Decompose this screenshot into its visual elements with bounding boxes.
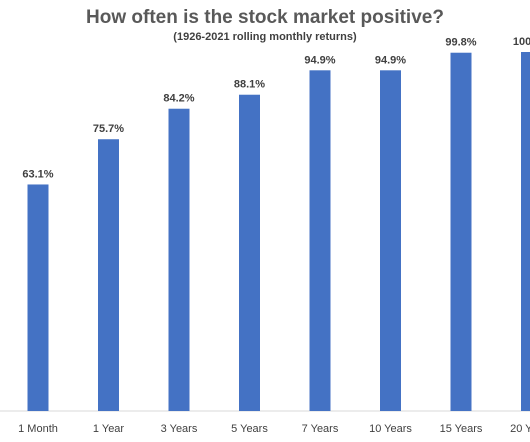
bar-1-year	[98, 139, 119, 411]
data-label: 75.7%	[93, 123, 124, 135]
bar-15-years	[450, 52, 472, 412]
data-label: 84.2%	[163, 93, 194, 105]
data-label: 94.9%	[375, 54, 406, 66]
x-tick-label: 3 Years	[161, 423, 198, 435]
data-label: 99.8%	[445, 37, 476, 49]
x-tick-label: 1 Year	[93, 423, 125, 435]
bar-7-years	[309, 70, 331, 412]
data-label: 100.0%	[513, 36, 530, 48]
bar-20-years	[521, 52, 530, 411]
data-label: 63.1%	[22, 168, 53, 180]
data-label: 88.1%	[234, 79, 265, 91]
x-tick-label: 10 Years	[369, 423, 412, 435]
x-tick-label: 20 Years	[510, 423, 530, 435]
data-label: 94.9%	[304, 54, 335, 66]
bar-5-years	[239, 94, 260, 411]
bar-3-years	[168, 108, 190, 412]
x-tick-label: 15 Years	[440, 423, 483, 435]
x-tick-label: 1 Month	[18, 423, 58, 435]
bar-1-month	[27, 184, 49, 411]
x-tick-label: 5 Years	[231, 423, 268, 435]
bar-10-years	[380, 70, 401, 412]
x-tick-label: 7 Years	[302, 423, 339, 435]
chart-title: How often is the stock market positive?	[86, 7, 444, 28]
chart-subtitle: (1926-2021 rolling monthly returns)	[173, 31, 357, 43]
